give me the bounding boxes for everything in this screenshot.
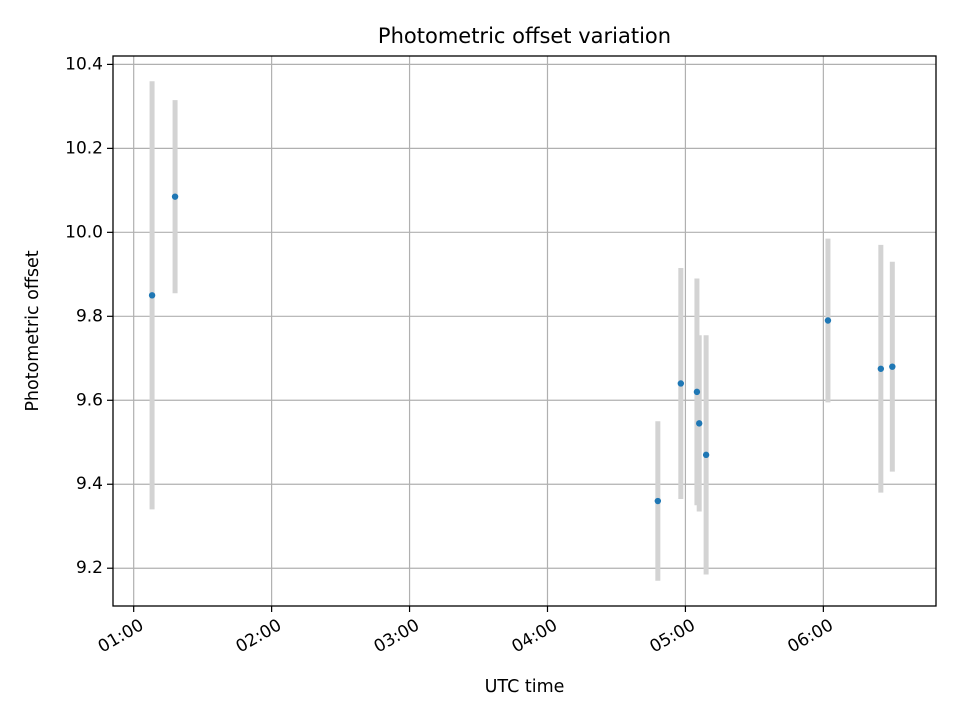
data-point [702,451,710,459]
data-points [148,193,896,505]
chart-title: Photometric offset variation [378,24,671,48]
y-tick-label: 9.6 [76,390,103,410]
data-point [877,365,885,372]
data-point [824,317,832,324]
y-tick-label: 10.2 [65,138,103,158]
y-tick-label: 9.8 [76,306,103,326]
data-point [677,380,685,387]
y-axis-label: Photometric offset [23,250,43,411]
y-tick-label: 10.0 [65,222,103,242]
y-tick-label: 10.4 [65,54,103,74]
data-point [889,363,896,370]
data-point [696,420,703,427]
grid [113,56,936,606]
x-axis-label: UTC time [485,677,565,697]
data-point [148,292,156,299]
data-point [654,497,662,505]
y-tick-label: 9.2 [76,558,103,578]
y-axis-ticks: 9.2 9.4 9.6 9.8 10.0 10.2 10.4 [65,54,113,578]
data-point [171,193,179,200]
data-point [693,388,701,396]
plot-area-frame [112,55,937,607]
y-tick-label: 9.4 [76,474,103,494]
